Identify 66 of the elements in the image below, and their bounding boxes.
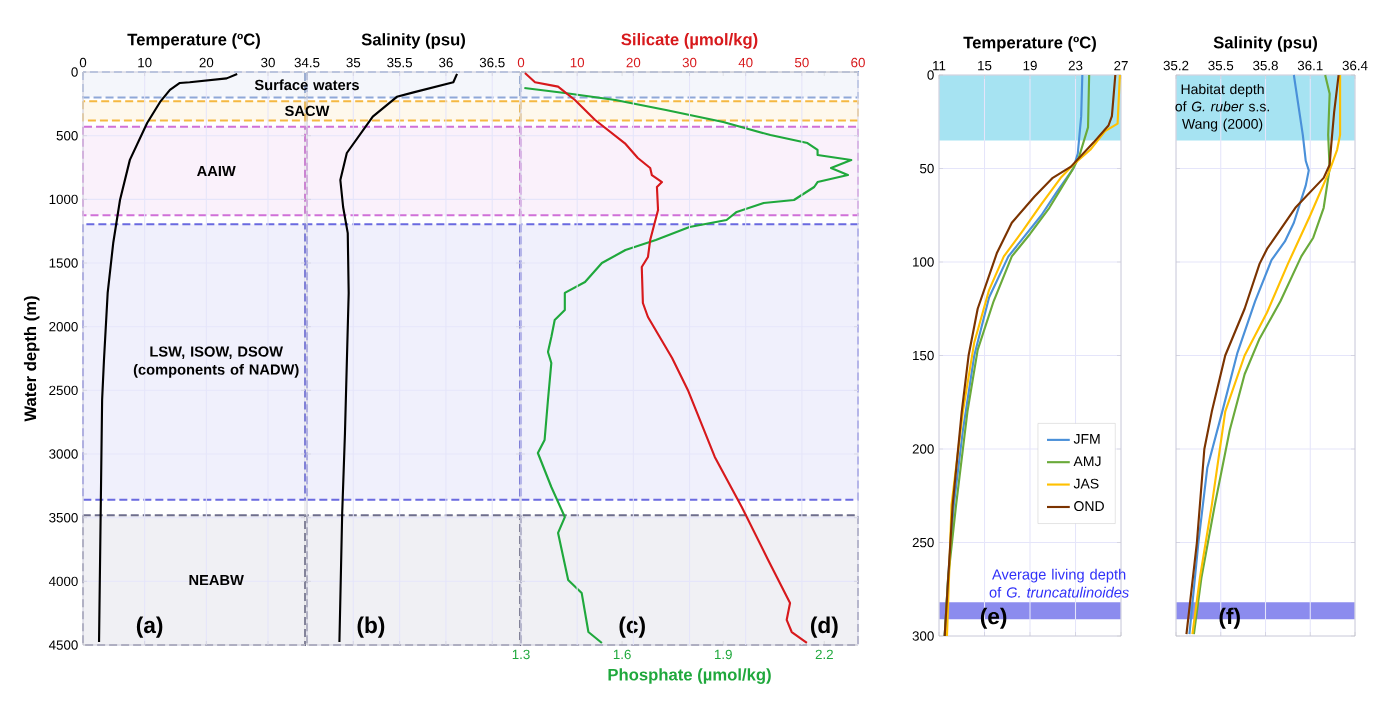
band-label: Surface waters <box>254 79 359 91</box>
y-tick-label: 1500 <box>49 258 78 268</box>
band-label: SACW <box>285 105 330 117</box>
y-tick-label: 50 <box>920 163 934 174</box>
x-tick-label: 35.5 <box>1208 60 1234 71</box>
y-tick-label: 100 <box>913 257 934 267</box>
x-tick-label: 1.3 <box>512 649 530 660</box>
x-axis-title: Salinity (psu) <box>1213 36 1317 52</box>
x-tick-label: 2.2 <box>815 649 833 660</box>
band-label: LSW, ISOW, DSOW (components of NADW) <box>133 346 299 378</box>
x-tick-label: 36.1 <box>1297 60 1323 71</box>
x-tick-label: 34.5 <box>294 57 320 68</box>
x-tick-label: 35.8 <box>1253 60 1278 71</box>
annotation: (b) <box>357 616 385 638</box>
y-tick-label: 4500 <box>48 640 78 650</box>
x-tick-label: 35.2 <box>1163 60 1189 71</box>
x-tick-label: 1.6 <box>613 649 631 660</box>
y-tick-label: 500 <box>56 130 78 141</box>
x-tick-label: 30 <box>261 57 275 68</box>
x-tick-label: 15 <box>978 60 992 71</box>
x2-tick-label: 50 <box>794 57 809 68</box>
x-tick-label: 20 <box>199 57 214 68</box>
y-tick-label: 200 <box>912 444 934 454</box>
y-tick-label: 250 <box>912 537 934 548</box>
x-tick-label: 35 <box>346 57 361 68</box>
x-tick-label: 36 <box>439 57 453 68</box>
y-tick-label: 2500 <box>49 385 78 396</box>
x-tick-label: 19 <box>1023 60 1037 71</box>
legend-label: AMJ <box>1073 456 1101 467</box>
y-tick-label: 3000 <box>49 449 78 459</box>
x-axis-title: Temperature (ºC) <box>963 36 1096 52</box>
y-tick-label: 150 <box>913 350 934 361</box>
x2-tick-label: 60 <box>851 57 865 68</box>
annotation: (f) <box>1219 607 1240 629</box>
y-tick-label: 3500 <box>49 512 78 523</box>
x2-axis-title: Silicate (µmol/kg) <box>621 33 758 49</box>
y-axis-title: Water depth (m) <box>23 296 40 422</box>
y-tick-label: 300 <box>912 631 934 641</box>
band-label: Average living depth of G. truncatulinoides <box>989 568 1129 598</box>
legend-label: JAS <box>1073 478 1099 489</box>
x-axis-title: Salinity (psu) <box>361 33 465 49</box>
annotation: (e) <box>980 607 1007 629</box>
annotation: (d) <box>810 616 838 638</box>
band-label: NEABW <box>189 575 244 586</box>
x-tick-label: 27 <box>1114 61 1128 71</box>
x-axis-title: Phosphate (µmol/kg) <box>608 668 771 684</box>
x-tick-label: 23 <box>1068 60 1083 71</box>
y-tick-label: 0 <box>927 70 934 80</box>
band-label: AAIW <box>197 165 236 177</box>
y-tick-label: 1000 <box>49 194 78 205</box>
x-tick-label: 1.9 <box>714 649 732 660</box>
x-tick-label: 11 <box>933 61 946 71</box>
band-label: Habitat depth of G. ruber s.s. Wang (2000) <box>1175 83 1269 132</box>
x2-tick-label: 40 <box>738 57 753 68</box>
x-axis-title: Temperature (ºC) <box>127 33 260 49</box>
x-tick-label: 0 <box>79 57 87 68</box>
x-tick-label: 35.5 <box>387 57 413 68</box>
legend-label: OND <box>1074 501 1104 512</box>
annotation: (a) <box>136 616 163 638</box>
x-tick-label: 36.4 <box>1342 60 1368 71</box>
annotation: (c) <box>619 616 645 638</box>
y-tick-label: 2000 <box>49 321 78 332</box>
y-tick-label: 4000 <box>48 576 78 587</box>
legend-label: JFM <box>1073 434 1100 444</box>
x-tick-label: 10 <box>138 57 152 68</box>
x-tick-label: 36.5 <box>479 57 505 68</box>
